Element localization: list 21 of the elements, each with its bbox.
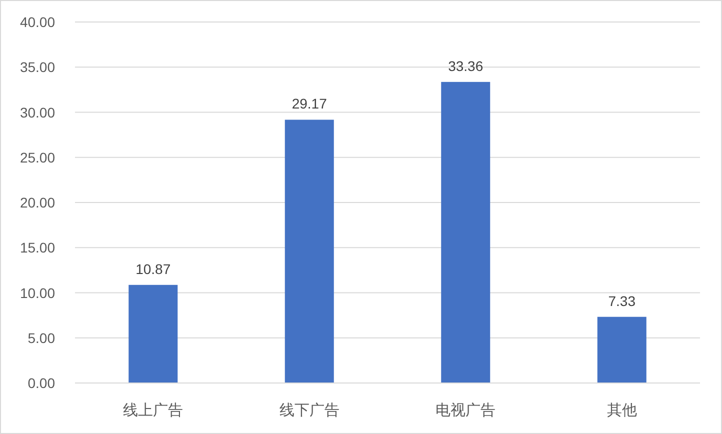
y-tick-label: 35.00 <box>20 59 56 76</box>
y-tick-label: 10.00 <box>20 284 56 301</box>
bar <box>284 120 334 383</box>
y-tick-label: 0.00 <box>28 375 56 391</box>
y-tick-label: 5.00 <box>28 330 56 346</box>
data-label: 33.36 <box>448 58 484 74</box>
data-label: 29.17 <box>292 96 328 112</box>
y-tick-label: 40.00 <box>20 14 56 30</box>
bar <box>128 284 178 383</box>
x-tick-label: 其他 <box>606 402 637 419</box>
y-tick-label: 15.00 <box>20 240 56 256</box>
x-tick-label: 电视广告 <box>436 402 496 419</box>
data-label: 7.33 <box>608 292 636 309</box>
x-tick-label: 线下广告 <box>279 402 340 419</box>
y-tick-label: 25.00 <box>20 149 56 166</box>
x-tick-label: 线上广告 <box>123 402 184 419</box>
data-label: 10.87 <box>136 260 171 277</box>
bar <box>597 316 646 383</box>
bar <box>441 82 490 383</box>
y-tick-label: 30.00 <box>20 104 56 120</box>
y-tick-label: 20.00 <box>20 194 56 210</box>
